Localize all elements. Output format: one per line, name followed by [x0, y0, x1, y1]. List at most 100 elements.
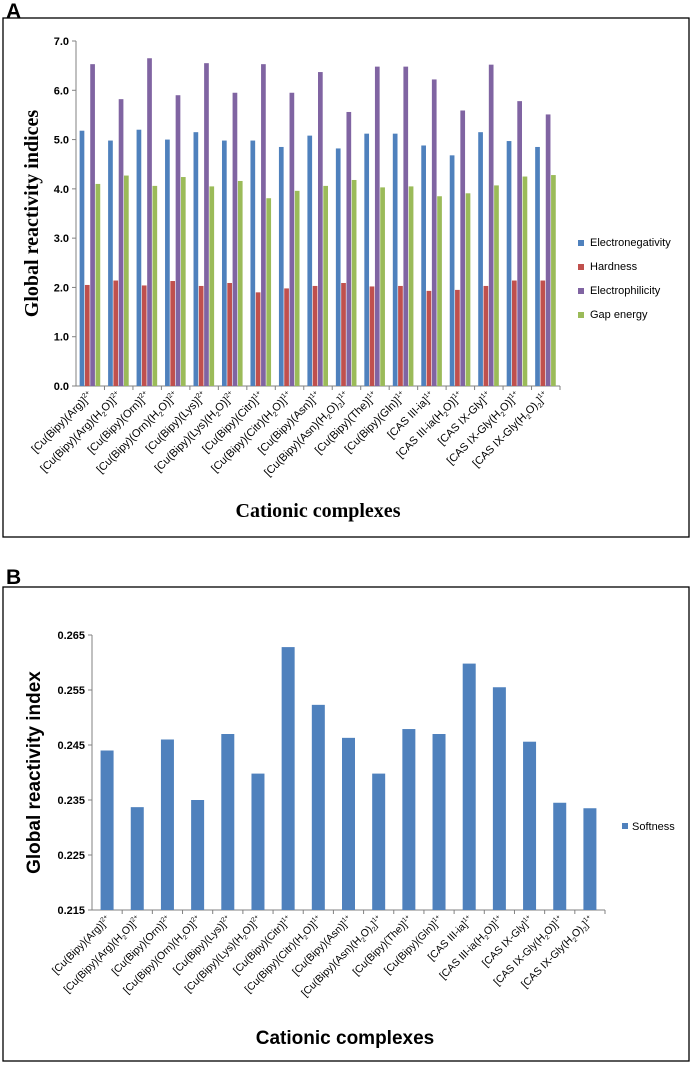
- y-tick-label: 1.0: [54, 332, 69, 344]
- bar-softness: [130, 807, 144, 910]
- bar-electronegativity: [478, 132, 483, 386]
- bar-hardness: [170, 281, 176, 386]
- bar-softness: [342, 737, 355, 910]
- bar-gap-energy: [323, 185, 328, 386]
- bar-softness: [191, 800, 205, 910]
- y-tick-label: 4.0: [54, 184, 69, 196]
- bar-softness: [553, 802, 567, 910]
- bar-gap-energy: [380, 187, 385, 386]
- bar-electrophilicity: [204, 63, 209, 387]
- legend-label: Softness: [632, 821, 675, 833]
- bar-hardness: [198, 285, 204, 386]
- bar-electrophilicity: [90, 64, 95, 387]
- bar-gap-energy: [124, 175, 129, 386]
- bar-softness: [251, 773, 265, 910]
- y-tick-label: 0.235: [57, 795, 85, 807]
- bar-gap-energy: [152, 185, 158, 386]
- bar-electrophilicity: [374, 66, 380, 386]
- bar-softness: [221, 734, 235, 910]
- legend-label: Electrophilicity: [590, 285, 661, 297]
- y-axis-title: Global reactivity index: [24, 671, 45, 874]
- panel-a-frame: [2, 17, 690, 538]
- bar-softness: [281, 647, 295, 910]
- bar-softness: [372, 773, 386, 910]
- bar-electronegativity: [193, 132, 199, 386]
- bar-electronegativity: [307, 135, 313, 386]
- bar-hardness: [284, 288, 289, 386]
- bar-electronegativity: [535, 146, 540, 386]
- bar-gap-energy: [180, 177, 186, 386]
- bar-electronegativity: [79, 130, 85, 386]
- bar-softness: [523, 741, 537, 910]
- bar-electrophilicity: [175, 95, 181, 386]
- bar-gap-energy: [551, 175, 556, 386]
- bar-hardness: [369, 286, 375, 386]
- y-tick-label: 0.215: [57, 905, 85, 917]
- x-axis-title: Cationic complexes: [236, 500, 401, 522]
- y-tick-label: 5.0: [54, 135, 69, 147]
- bar-electronegativity: [335, 148, 341, 386]
- bar-gap-energy: [95, 183, 101, 386]
- bar-hardness: [511, 280, 517, 386]
- y-tick-label: 0.0: [54, 381, 69, 393]
- bar-electrophilicity: [147, 58, 152, 386]
- bar-hardness: [426, 290, 432, 386]
- y-tick-label: 3.0: [54, 233, 69, 245]
- bar-gap-energy: [351, 179, 357, 386]
- bar-electronegativity: [506, 141, 512, 386]
- bar-electrophilicity: [346, 111, 352, 386]
- bar-gap-energy: [294, 190, 300, 386]
- bar-electrophilicity: [261, 64, 266, 387]
- y-tick-label: 2.0: [54, 282, 69, 294]
- bar-electrophilicity: [431, 79, 437, 386]
- bar-electrophilicity: [403, 66, 409, 386]
- bar-gap-energy: [437, 196, 442, 386]
- bar-gap-energy: [522, 176, 528, 386]
- bar-electrophilicity: [232, 92, 238, 386]
- bar-electronegativity: [250, 140, 256, 386]
- bar-hardness: [227, 282, 232, 386]
- bar-gap-energy: [494, 185, 499, 386]
- bar-electrophilicity: [488, 64, 494, 387]
- legend-swatch: [622, 823, 628, 829]
- bar-electrophilicity: [460, 110, 466, 386]
- y-tick-label: 7.0: [54, 36, 69, 48]
- bar-electronegativity: [165, 139, 170, 386]
- legend-label: Electronegativity: [590, 237, 671, 249]
- bar-softness: [100, 750, 114, 910]
- x-axis-title: Cationic complexes: [256, 1028, 434, 1049]
- bar-hardness: [312, 285, 318, 386]
- y-tick-label: 0.245: [57, 740, 85, 752]
- legend-swatch: [578, 288, 584, 294]
- bar-hardness: [113, 280, 119, 386]
- legend-label: Hardness: [590, 261, 638, 273]
- bar-electrophilicity: [289, 92, 295, 386]
- bar-hardness: [255, 292, 261, 386]
- bar-hardness: [483, 285, 489, 386]
- bar-gap-energy: [408, 186, 414, 386]
- legend-swatch: [578, 312, 584, 318]
- bar-electrophilicity: [545, 114, 551, 386]
- bar-hardness: [341, 282, 346, 386]
- y-tick-label: 6.0: [54, 85, 69, 97]
- panel-b-chart: 0.2150.2250.2350.2450.2550.265[Cu(Bipy)(…: [2, 586, 690, 1062]
- y-tick-label: 0.265: [57, 630, 85, 642]
- bar-hardness: [141, 285, 147, 386]
- legend-swatch: [578, 240, 584, 246]
- bar-electronegativity: [421, 145, 426, 386]
- bar-hardness: [455, 289, 460, 386]
- bar-electrophilicity: [517, 101, 522, 386]
- bar-gap-energy: [266, 198, 272, 386]
- bar-softness: [160, 739, 174, 910]
- panel-b-letter: B: [6, 566, 22, 589]
- bar-softness: [311, 704, 325, 910]
- bar-electronegativity: [449, 155, 455, 386]
- y-axis-title: Global reactivity indices: [21, 110, 43, 318]
- y-tick-label: 0.255: [57, 685, 85, 697]
- bar-softness: [583, 808, 597, 910]
- bar-softness: [492, 687, 506, 910]
- bar-electronegativity: [136, 129, 142, 386]
- bar-hardness: [540, 280, 546, 386]
- legend-label: Gap energy: [590, 309, 648, 321]
